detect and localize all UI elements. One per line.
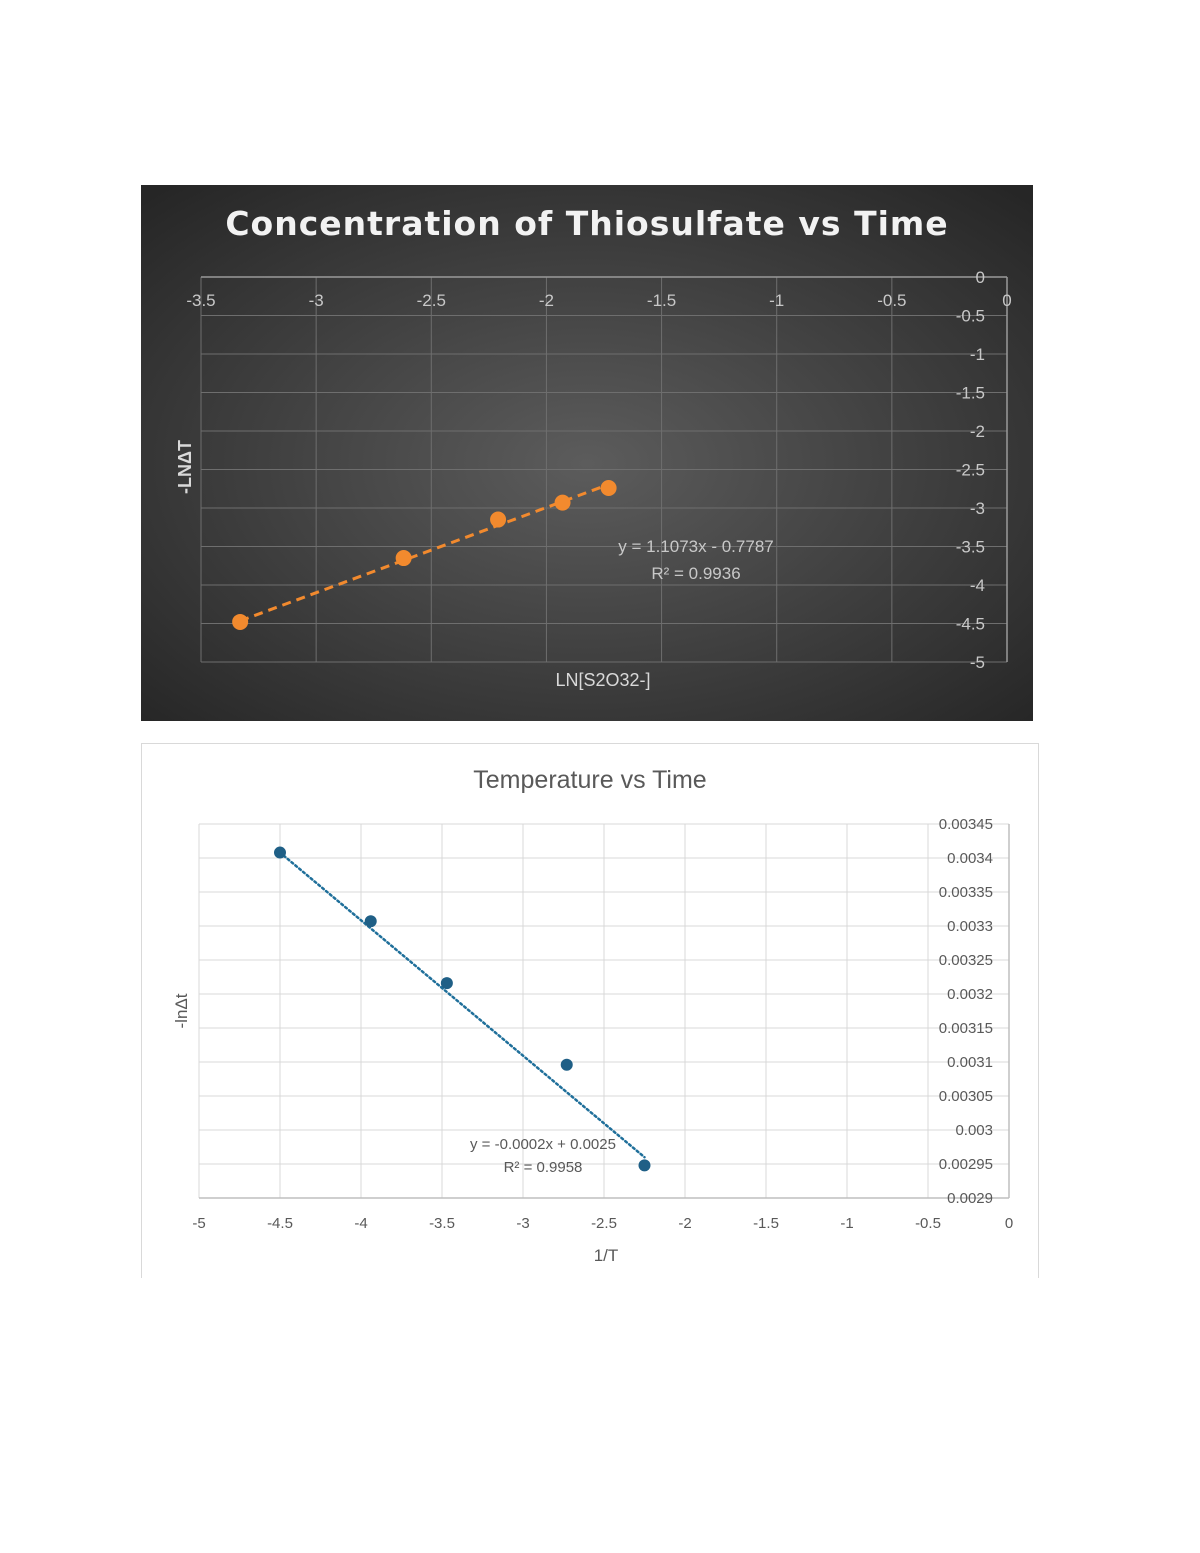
y-tick-labels: 0.00345 0.0034 0.00335 0.0033 0.00325 0.0032 0… (939, 816, 993, 1207)
data-point (364, 915, 377, 928)
x-tick-label: 0 (1002, 291, 1011, 310)
x-tick-label: -2 (539, 291, 554, 310)
x-tick-labels: -3.5 -3 -2.5 -2 -1.5 -1 -0.5 0 (186, 291, 1011, 310)
y-tick-label: 0.0029 (947, 1190, 993, 1207)
y-tick-label: 0.00335 (939, 884, 993, 901)
y-tick-label: -1.5 (956, 384, 985, 403)
data-point (440, 977, 453, 990)
trendline-r-squared: R² = 0.9936 (651, 564, 740, 583)
y-axis-label: -LNΔT (175, 440, 195, 494)
gridlines (198, 823, 1010, 1199)
data-point (560, 1058, 573, 1071)
x-tick-label: -5 (192, 1215, 205, 1232)
x-tick-label: -3 (516, 1215, 529, 1232)
y-tick-labels: 0 -0.5 -1 -1.5 -2 -2.5 -3 -3.5 -4 -4.5 -5 (956, 268, 985, 672)
trendline-line (239, 483, 610, 623)
trendline-r-squared: R² = 0.9958 (504, 1159, 583, 1176)
trendline-equation: y = -0.0002x + 0.0025 (470, 1136, 616, 1153)
y-tick-label: 0.00325 (939, 952, 993, 969)
y-tick-label: 0.0031 (947, 1054, 993, 1071)
data-points (232, 479, 617, 630)
data-points (274, 846, 651, 1172)
x-tick-label: -0.5 (877, 291, 906, 310)
y-tick-label: 0 (976, 268, 985, 287)
x-tick-label: -4 (354, 1215, 367, 1232)
y-tick-label: 0.0033 (947, 918, 993, 935)
y-tick-label: -1 (970, 345, 985, 364)
y-tick-label: -5 (970, 653, 985, 672)
trendline (239, 483, 610, 623)
thiosulfate-chart: Concentration of Thiosulfate vs Time -3.… (141, 185, 1033, 721)
chart-title: Temperature vs Time (473, 766, 706, 794)
y-tick-label: -3.5 (956, 538, 985, 557)
data-point (600, 479, 617, 496)
x-tick-label: -4.5 (267, 1215, 293, 1232)
y-tick-label: 0.00315 (939, 1020, 993, 1037)
gridlines (200, 276, 1008, 663)
x-tick-label: -1 (840, 1215, 853, 1232)
y-tick-label: -0.5 (956, 307, 985, 326)
y-tick-label: 0.0034 (947, 850, 993, 867)
y-tick-label: -3 (970, 499, 985, 518)
data-point (554, 494, 571, 511)
x-tick-label: 0 (1005, 1215, 1013, 1232)
data-point (395, 550, 412, 567)
x-tick-label: -1.5 (647, 291, 676, 310)
chart-background (141, 743, 1039, 1278)
x-tick-label: -3.5 (186, 291, 215, 310)
y-tick-label: 0.003 (955, 1122, 993, 1139)
x-tick-label: -3 (309, 291, 324, 310)
x-tick-label: -2.5 (417, 291, 446, 310)
x-tick-label: -0.5 (915, 1215, 941, 1232)
x-tick-label: -2 (678, 1215, 691, 1232)
y-tick-label: 0.00295 (939, 1156, 993, 1173)
data-point (232, 613, 249, 630)
y-tick-label: -4 (970, 576, 985, 595)
y-tick-label: 0.0032 (947, 986, 993, 1003)
x-tick-label: -2.5 (591, 1215, 617, 1232)
x-tick-label: -3.5 (429, 1215, 455, 1232)
trendline-equation: y = 1.1073x - 0.7787 (618, 537, 773, 556)
data-point (638, 1159, 651, 1172)
x-tick-label: -1 (769, 291, 784, 310)
temperature-chart: Temperature vs Time -5 -4.5 -4 -3.5 -3 -2.5 -2… (141, 743, 1039, 1278)
x-axis-label: LN[S2O32-] (555, 670, 650, 690)
trendline-line (278, 851, 646, 1159)
chart-title: Concentration of Thiosulfate vs Time (225, 204, 948, 243)
x-tick-label: -1.5 (753, 1215, 779, 1232)
y-tick-label: 0.00345 (939, 816, 993, 833)
y-tick-label: 0.00305 (939, 1088, 993, 1105)
x-axis-label: 1/T (594, 1246, 619, 1265)
x-tick-labels: -5 -4.5 -4 -3.5 -3 -2.5 -2 -1.5 -1 -0.5 0 (192, 1215, 1013, 1232)
chart-background (141, 185, 1033, 721)
y-tick-label: -2.5 (956, 461, 985, 480)
y-tick-label: -2 (970, 422, 985, 441)
data-point (490, 511, 507, 528)
y-tick-label: -4.5 (956, 615, 985, 634)
y-axis-label: -lnΔt (172, 993, 191, 1028)
data-point (274, 846, 286, 859)
trendline (278, 851, 646, 1159)
